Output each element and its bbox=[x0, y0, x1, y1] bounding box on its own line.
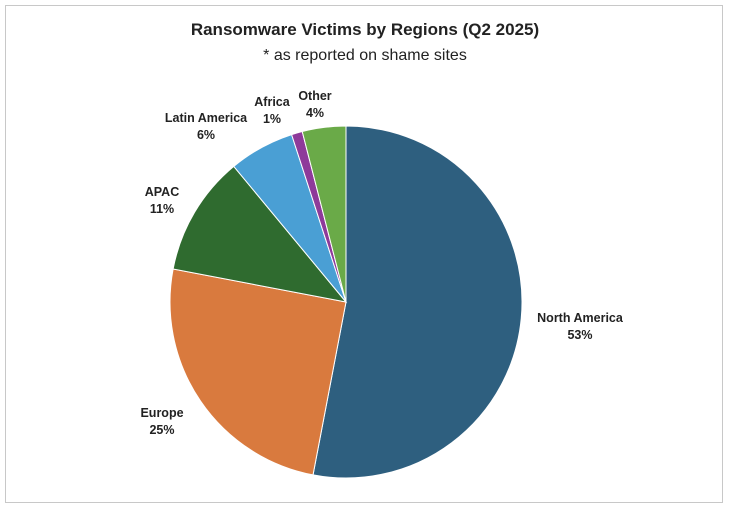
slice-label-latin-america: Latin America bbox=[165, 111, 248, 125]
slice-percent-other: 4% bbox=[306, 106, 324, 120]
slice-percent-europe: 25% bbox=[149, 423, 174, 437]
pie-slice-other bbox=[301, 125, 347, 303]
slice-label-apac: APAC bbox=[145, 185, 180, 199]
slice-label-africa: Africa bbox=[254, 95, 290, 109]
slice-percent-apac: 11% bbox=[150, 202, 174, 216]
slice-label-europe: Europe bbox=[140, 406, 183, 420]
pie-slice-apac bbox=[172, 165, 348, 303]
slice-percent-north-america: 53% bbox=[567, 328, 592, 342]
chart-title: Ransomware Victims by Regions (Q2 2025) bbox=[190, 20, 540, 39]
pie-slice-north-america bbox=[312, 125, 523, 479]
slice-percent-africa: 1% bbox=[263, 112, 281, 126]
slice-label-other: Other bbox=[298, 89, 331, 103]
pie-slice-europe bbox=[169, 268, 347, 476]
slice-percent-latin-america: 6% bbox=[197, 128, 215, 142]
slice-label-north-america: North America bbox=[537, 311, 624, 325]
chart-subtitle: * as reported on shame sites bbox=[263, 47, 467, 64]
